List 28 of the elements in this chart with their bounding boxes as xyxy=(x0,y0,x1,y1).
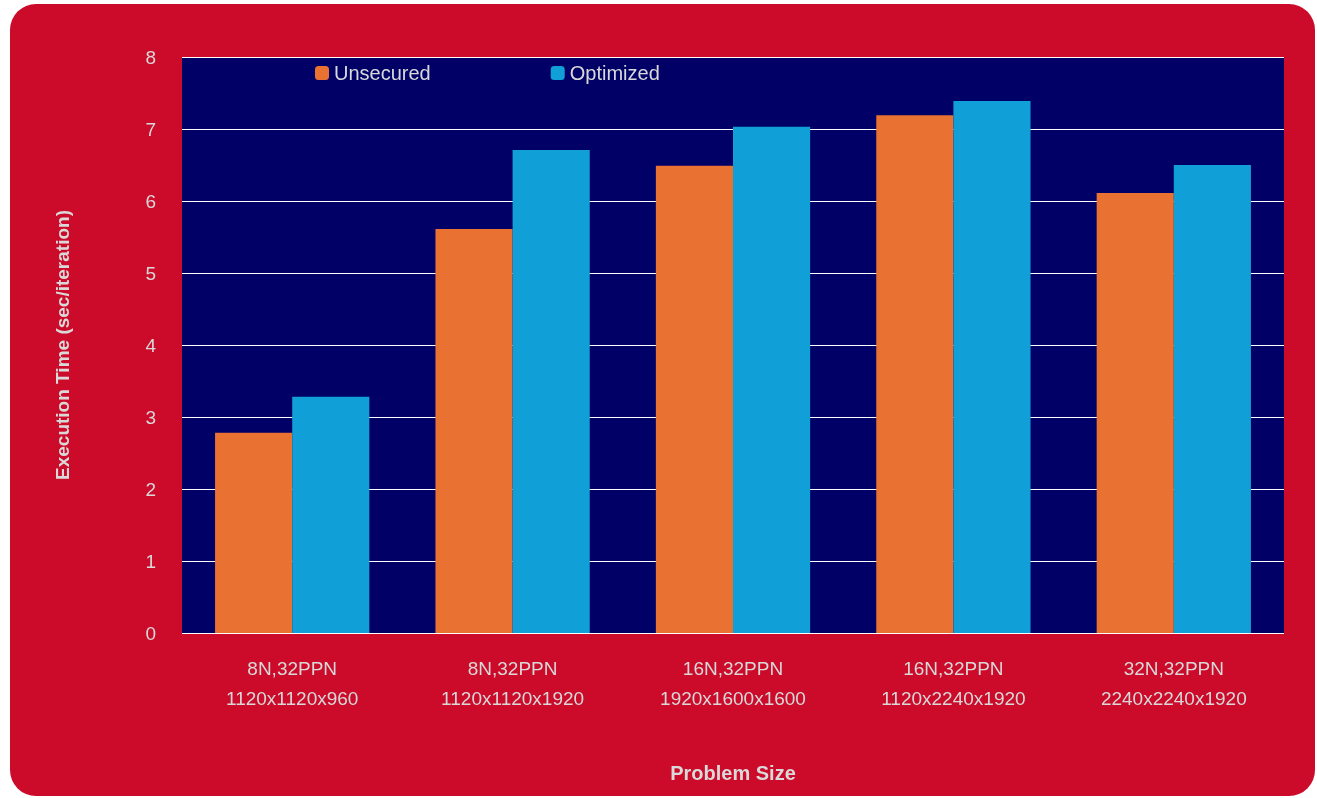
x-tick-label: 32N,32PPN 2240x2240x1920 xyxy=(1100,657,1247,709)
x-tick-label: 16N,32PPN 1920x1600x1600 xyxy=(660,657,806,709)
x-axis-title: Problem Size xyxy=(670,762,796,784)
bar xyxy=(1096,193,1174,633)
x-tick-label: 8N,32PPN 1120x1120x960 xyxy=(225,657,359,709)
y-tick-label: 7 xyxy=(145,118,156,140)
legend-label: Optimized xyxy=(569,62,660,84)
bar xyxy=(733,126,811,633)
bar xyxy=(435,229,513,633)
bar xyxy=(655,165,733,633)
legend-label: Unsecured xyxy=(334,62,431,84)
bar xyxy=(1173,165,1251,633)
x-tick-label: 16N,32PPN 1120x2240x1920 xyxy=(881,657,1026,709)
y-tick-label: 5 xyxy=(145,262,156,284)
bar xyxy=(512,149,590,633)
y-tick-label: 6 xyxy=(145,190,156,212)
bar xyxy=(215,432,293,633)
bar xyxy=(876,115,954,633)
x-tick-label: 8N,32PPN 1120x1120x1920 xyxy=(441,657,585,709)
y-tick-label: 3 xyxy=(145,406,156,428)
bar xyxy=(292,396,370,633)
y-tick-label: 2 xyxy=(145,478,156,500)
y-tick-label: 1 xyxy=(145,550,156,572)
y-tick-label: 4 xyxy=(145,334,157,356)
bar xyxy=(953,100,1031,633)
y-tick-label: 8 xyxy=(145,46,156,68)
y-tick-label: 0 xyxy=(145,622,156,644)
y-axis-title: Execution Time (sec/iteration) xyxy=(52,210,73,480)
